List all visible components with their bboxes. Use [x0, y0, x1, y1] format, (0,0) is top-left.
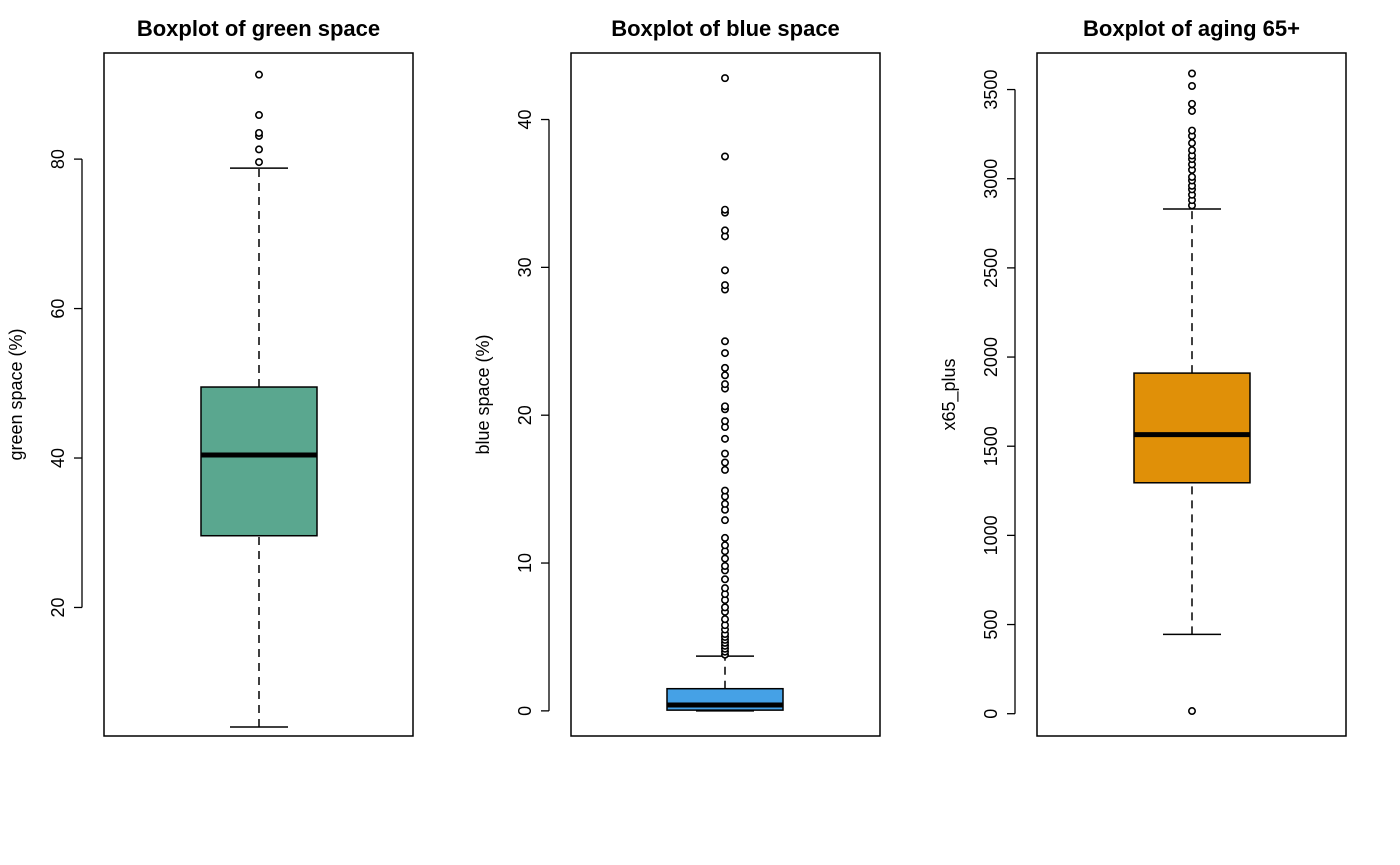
y-axis-label: blue space (%): [473, 334, 493, 454]
outlier-point: [720, 205, 729, 214]
y-tick-label: 0: [981, 709, 1001, 719]
y-tick-label: 3500: [981, 70, 1001, 110]
y-tick-label: 2000: [981, 337, 1001, 377]
outlier-point: [1188, 126, 1197, 135]
outlier-point: [720, 465, 729, 474]
outlier-point: [255, 145, 264, 154]
outlier-point: [255, 70, 264, 79]
outlier-point: [1188, 707, 1197, 716]
panel-3: Boxplot of aging 65+ x65_plus 0 500 1000 1500…: [939, 16, 1347, 737]
y-tick-label: 10: [515, 553, 535, 573]
outlier-point: [720, 615, 729, 624]
y-tick-label: 60: [48, 299, 68, 319]
outlier-point: [720, 337, 729, 346]
outlier-point: [720, 449, 729, 458]
y-tick-label: 3000: [981, 159, 1001, 199]
outlier-point: [720, 516, 729, 525]
outlier-point: [1188, 172, 1197, 181]
chart-title: Boxplot of blue space: [611, 16, 840, 41]
panel-1: Boxplot of green space green space (%) 20 4…: [6, 16, 414, 737]
outlier-point: [255, 158, 264, 167]
outlier-point: [720, 74, 729, 83]
outlier-point: [720, 533, 729, 542]
y-tick-label: 40: [515, 110, 535, 130]
outlier-point: [255, 128, 264, 137]
outlier-point: [720, 417, 729, 426]
outlier-point: [1188, 99, 1197, 108]
outlier-point: [720, 266, 729, 275]
y-tick-label: 30: [515, 257, 535, 277]
outlier-point: [720, 603, 729, 612]
outlier-point: [720, 371, 729, 380]
plot-frame: [103, 52, 414, 737]
outlier-point: [720, 486, 729, 495]
outlier-point: [720, 584, 729, 593]
plot-frame: [1036, 52, 1347, 737]
y-axis-label: x65_plus: [939, 358, 960, 430]
y-axis-label: green space (%): [6, 328, 26, 460]
outlier-point: [720, 281, 729, 290]
chart-title: Boxplot of green space: [137, 16, 380, 41]
y-tick-label: 20: [48, 597, 68, 617]
y-tick-label: 500: [981, 610, 1001, 640]
panels: Boxplot of green space green space (%) 20 4…: [6, 16, 1347, 737]
outlier-point: [720, 349, 729, 358]
y-tick-label: 2500: [981, 248, 1001, 288]
outlier-point: [720, 363, 729, 372]
chart-title: Boxplot of aging 65+: [1083, 16, 1300, 41]
outlier-point: [720, 152, 729, 161]
panel-2: Boxplot of blue space blue space (%) 0 10 20…: [473, 16, 881, 737]
y-tick-label: 20: [515, 405, 535, 425]
outlier-point: [255, 111, 264, 120]
outlier-point: [1188, 106, 1197, 115]
outlier-point: [720, 434, 729, 443]
outlier-point: [1188, 81, 1197, 90]
outlier-point: [1188, 139, 1197, 148]
outlier-point: [720, 575, 729, 584]
outlier-point: [720, 541, 729, 550]
y-tick-label: 1500: [981, 426, 1001, 466]
outlier-point: [1188, 146, 1197, 155]
outlier-point: [720, 561, 729, 570]
iqr-box: [1133, 372, 1251, 484]
outlier-point: [1188, 69, 1197, 78]
y-tick-label: 40: [48, 448, 68, 468]
y-tick-label: 0: [515, 706, 535, 716]
outlier-point: [720, 499, 729, 508]
y-tick-label: 1000: [981, 515, 1001, 555]
outlier-point: [720, 458, 729, 467]
iqr-box: [200, 386, 318, 537]
y-tick-label: 80: [48, 149, 68, 169]
outlier-point: [720, 554, 729, 563]
outlier-point: [720, 380, 729, 389]
plot-frame: [570, 52, 881, 737]
outlier-point: [720, 226, 729, 235]
outlier-point: [720, 402, 729, 411]
